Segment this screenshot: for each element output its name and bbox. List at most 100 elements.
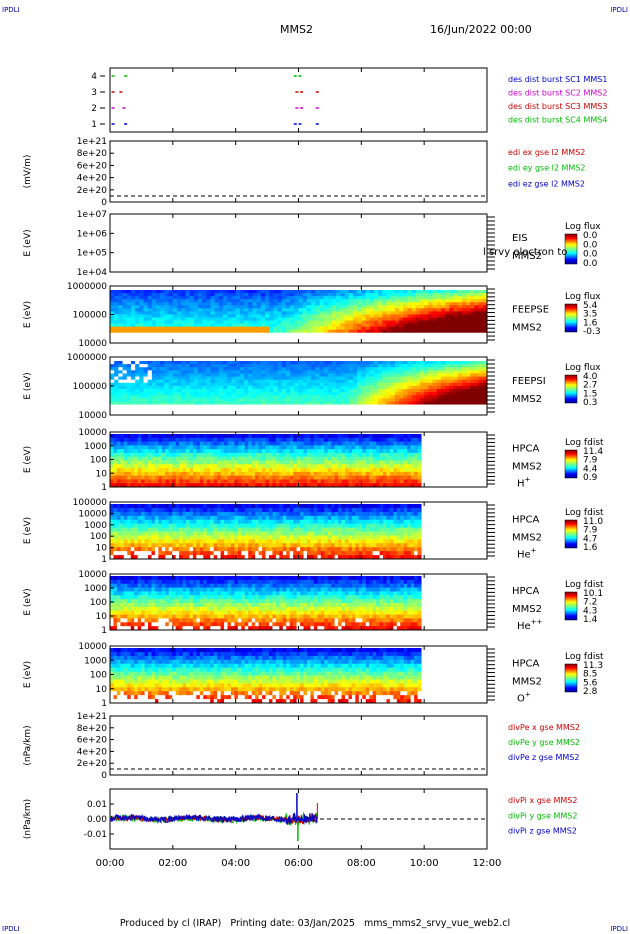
spectrogram-cell [310, 527, 315, 532]
spectrogram-cell [393, 483, 398, 488]
spectrogram-cell [324, 504, 329, 509]
spectrogram-cell [241, 515, 246, 521]
spectrogram-cell [268, 543, 273, 548]
spectrogram-cell [248, 531, 253, 536]
spectrogram-cell [244, 452, 249, 458]
spectrogram-cell [355, 456, 360, 461]
spectrogram-cell [348, 382, 354, 387]
spectrogram-cell [181, 326, 186, 331]
spectrogram-cell [415, 326, 421, 331]
spectrogram-cell [252, 370, 258, 374]
spectrogram-cell [324, 539, 329, 544]
spectrogram-cell [358, 449, 363, 454]
spectrogram-cell [317, 523, 322, 529]
spectrogram-cell [289, 547, 294, 552]
spectrogram-cell [230, 531, 235, 536]
spectrogram-cell [114, 323, 119, 328]
spectrogram-cell [403, 320, 408, 325]
spectrogram-cell [390, 376, 396, 381]
spectrogram-cell [182, 445, 187, 450]
spectrogram-cell [134, 468, 139, 473]
spectrogram-cell [134, 456, 139, 461]
legend-entry: des dist burst SC2 MMS2 [508, 89, 607, 98]
spectrogram-cell [175, 468, 180, 473]
spectrogram-cell [294, 389, 299, 393]
spectrogram-cell [378, 373, 383, 378]
spectrogram-cell [394, 326, 400, 331]
spectrogram-cell [224, 519, 228, 525]
spectrogram-cell [268, 452, 273, 458]
spectrogram-cell [148, 511, 152, 517]
spectrogram-cell [403, 373, 408, 378]
spectrogram-cell [244, 464, 249, 469]
spectrogram-cell [213, 471, 218, 477]
spectrogram-cell [231, 329, 237, 334]
spectrogram-cell [338, 449, 343, 454]
spectrogram-cell [161, 507, 166, 513]
spectrogram-cell [122, 302, 128, 306]
spectrogram-cell [474, 379, 480, 384]
spectrogram-cell [181, 317, 186, 322]
spectrogram-cell [175, 445, 180, 450]
spectrogram-cell [148, 449, 152, 454]
spectrogram-cell [386, 483, 391, 488]
spectrogram-cell [369, 471, 374, 477]
spectrogram-cell [154, 483, 159, 488]
spectrogram-cell [158, 519, 163, 525]
spectrogram-cell [361, 305, 367, 309]
spectrogram-cell [227, 475, 232, 480]
spectrogram-cell [414, 437, 419, 443]
spectrogram-cell [231, 389, 237, 393]
spectrogram-cell [286, 527, 291, 532]
spectrogram-cell [432, 299, 438, 303]
spectrogram-cell [123, 504, 128, 509]
spectrogram-cell [445, 385, 450, 390]
spectrogram-cell [453, 361, 459, 365]
spectrogram-cell [262, 437, 267, 443]
spectrogram-cell [478, 370, 484, 374]
spectrogram-cell [118, 385, 124, 390]
spectrogram-cell [315, 392, 320, 396]
spectrogram-cell [365, 364, 371, 368]
spectrogram-cell [382, 385, 387, 390]
spectrogram-cell [470, 385, 475, 390]
spectrogram-cell [293, 515, 298, 521]
spectrogram-cell [217, 519, 222, 525]
spectrogram-cell [428, 395, 434, 399]
spectrogram-cell [378, 395, 383, 399]
spectrogram-cell [227, 308, 232, 312]
spectrogram-cell [248, 460, 253, 465]
spectrogram-cell [179, 531, 184, 536]
spectrogram-cell [352, 389, 358, 393]
spectrogram-cell [396, 479, 401, 484]
spectrogram-cell [182, 468, 187, 473]
spectrogram-cell [118, 308, 124, 312]
spectrogram-cell [482, 320, 488, 325]
spectrogram-cell [110, 379, 115, 384]
spectrogram-cell [118, 296, 124, 300]
spectrogram-cell [114, 317, 119, 322]
spectrogram-cell [127, 464, 132, 469]
spectrogram-cell [357, 317, 362, 322]
spectrogram-cell [466, 320, 471, 325]
spectrogram-cell [118, 317, 124, 322]
spectrogram-cell [135, 326, 140, 331]
spectrogram-cell [220, 504, 225, 509]
spectrogram-cell [331, 504, 336, 509]
spectrogram-cell [116, 456, 121, 461]
spectrogram-cell [478, 299, 484, 303]
spectrogram-cell [344, 479, 349, 484]
spectrogram-cell [213, 551, 218, 556]
spectrogram-cell [482, 305, 488, 309]
spectrogram-cell [231, 311, 237, 315]
spectrogram-cell [306, 460, 311, 465]
spectrogram-cell [199, 535, 204, 540]
spectrogram-cell [255, 535, 260, 540]
spectrogram-cell [126, 401, 132, 406]
spectrogram-cell [202, 314, 207, 318]
spectrogram-cell [189, 320, 195, 325]
spectrogram-cell [130, 370, 136, 374]
spectrogram-cell [445, 382, 450, 387]
spectrogram-cell [378, 308, 383, 312]
spectrogram-cell [192, 539, 197, 544]
